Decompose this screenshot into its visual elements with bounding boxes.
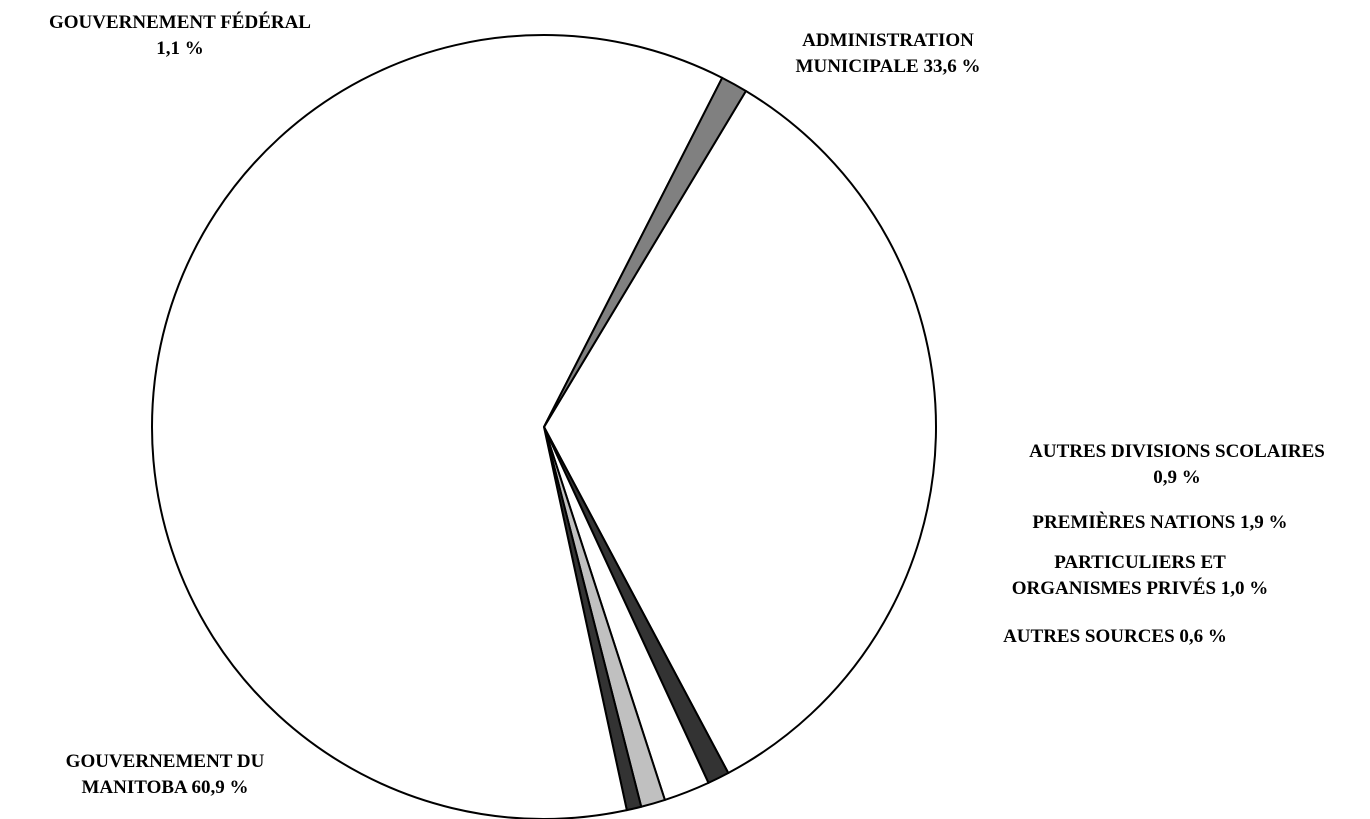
pie-slice-administration-municipale	[543, 89, 937, 774]
slice-label-line: 1,1 %	[156, 38, 204, 59]
slice-label-line: ORGANISMES PRIVÉS 1,0 %	[1011, 578, 1269, 599]
slice-label-particuliers-organismes-prives: PARTICULIERS ET ORGANISMES PRIVÉS 1,0 %	[965, 550, 1315, 602]
slice-label-line: MANITOBA 60,9 %	[81, 777, 249, 798]
slice-label-administration-municipale: ADMINISTRATION MUNICIPALE 33,6 %	[760, 28, 1016, 80]
pie-slice-gouvernement-du-manitoba	[151, 34, 724, 819]
slice-label-line: GOUVERNEMENT FÉDÉRAL	[49, 12, 311, 33]
slice-label-line: PREMIÈRES NATIONS 1,9 %	[1032, 512, 1288, 533]
slice-label-gouvernement-du-manitoba: GOUVERNEMENT DU MANITOBA 60,9 %	[20, 749, 310, 801]
slice-label-line: AUTRES SOURCES 0,6 %	[1003, 626, 1227, 647]
slice-label-line: ADMINISTRATION	[802, 30, 974, 51]
slice-label-line: GOUVERNEMENT DU	[65, 751, 265, 772]
pie-slice-gouvernement-federal	[543, 76, 747, 428]
slice-label-autres-divisions-scolaires: AUTRES DIVISIONS SCOLAIRES 0,9 %	[990, 439, 1364, 491]
slice-label-line: PARTICULIERS ET	[1054, 552, 1226, 573]
slice-label-line: 0,9 %	[1153, 467, 1201, 488]
slice-label-autres-sources: AUTRES SOURCES 0,6 %	[965, 624, 1265, 650]
slice-label-line: AUTRES DIVISIONS SCOLAIRES	[1029, 441, 1325, 462]
slice-label-premieres-nations: PREMIÈRES NATIONS 1,9 %	[985, 510, 1335, 536]
slice-label-line: MUNICIPALE 33,6 %	[795, 56, 981, 77]
slice-label-gouvernement-federal: GOUVERNEMENT FÉDÉRAL 1,1 %	[0, 10, 360, 62]
